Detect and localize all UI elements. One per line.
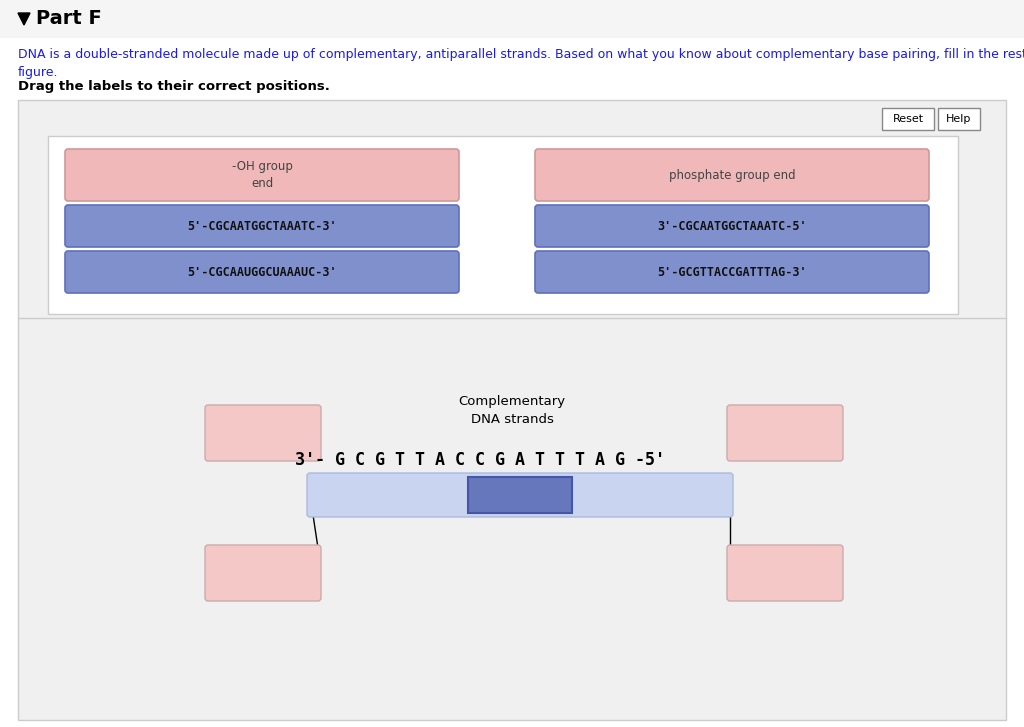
FancyBboxPatch shape xyxy=(535,251,929,293)
Text: 5'-CGCAATGGCTAAATC-3': 5'-CGCAATGGCTAAATC-3' xyxy=(187,220,337,233)
Polygon shape xyxy=(18,13,30,25)
Text: Help: Help xyxy=(946,114,972,124)
FancyBboxPatch shape xyxy=(205,545,321,601)
Text: 3'- G C G T T A C C G A T T T A G -5': 3'- G C G T T A C C G A T T T A G -5' xyxy=(295,451,665,469)
FancyBboxPatch shape xyxy=(48,136,958,314)
Text: 5'-GCGTTACCGATTTAG-3': 5'-GCGTTACCGATTTAG-3' xyxy=(657,265,807,278)
Text: Reset: Reset xyxy=(893,114,924,124)
FancyBboxPatch shape xyxy=(938,108,980,130)
Text: Complementary
DNA strands: Complementary DNA strands xyxy=(459,395,565,426)
Text: DNA is a double-stranded molecule made up of complementary, antiparallel strands: DNA is a double-stranded molecule made u… xyxy=(18,48,1024,79)
Text: 3'-CGCAATGGCTAAATC-5': 3'-CGCAATGGCTAAATC-5' xyxy=(657,220,807,233)
Text: Drag the labels to their correct positions.: Drag the labels to their correct positio… xyxy=(18,80,330,93)
FancyBboxPatch shape xyxy=(535,205,929,247)
FancyBboxPatch shape xyxy=(65,251,459,293)
FancyBboxPatch shape xyxy=(727,405,843,461)
FancyBboxPatch shape xyxy=(307,473,733,517)
FancyBboxPatch shape xyxy=(535,149,929,201)
FancyBboxPatch shape xyxy=(18,100,1006,720)
FancyBboxPatch shape xyxy=(727,545,843,601)
FancyBboxPatch shape xyxy=(0,0,1024,38)
Text: -OH group
end: -OH group end xyxy=(231,160,293,190)
FancyBboxPatch shape xyxy=(882,108,934,130)
Text: Part F: Part F xyxy=(36,9,101,28)
FancyBboxPatch shape xyxy=(205,405,321,461)
FancyBboxPatch shape xyxy=(65,149,459,201)
Text: 5'-CGCAAUGGCUAAAUC-3': 5'-CGCAAUGGCUAAAUC-3' xyxy=(187,265,337,278)
Text: phosphate group end: phosphate group end xyxy=(669,169,796,182)
FancyBboxPatch shape xyxy=(468,477,572,513)
FancyBboxPatch shape xyxy=(65,205,459,247)
